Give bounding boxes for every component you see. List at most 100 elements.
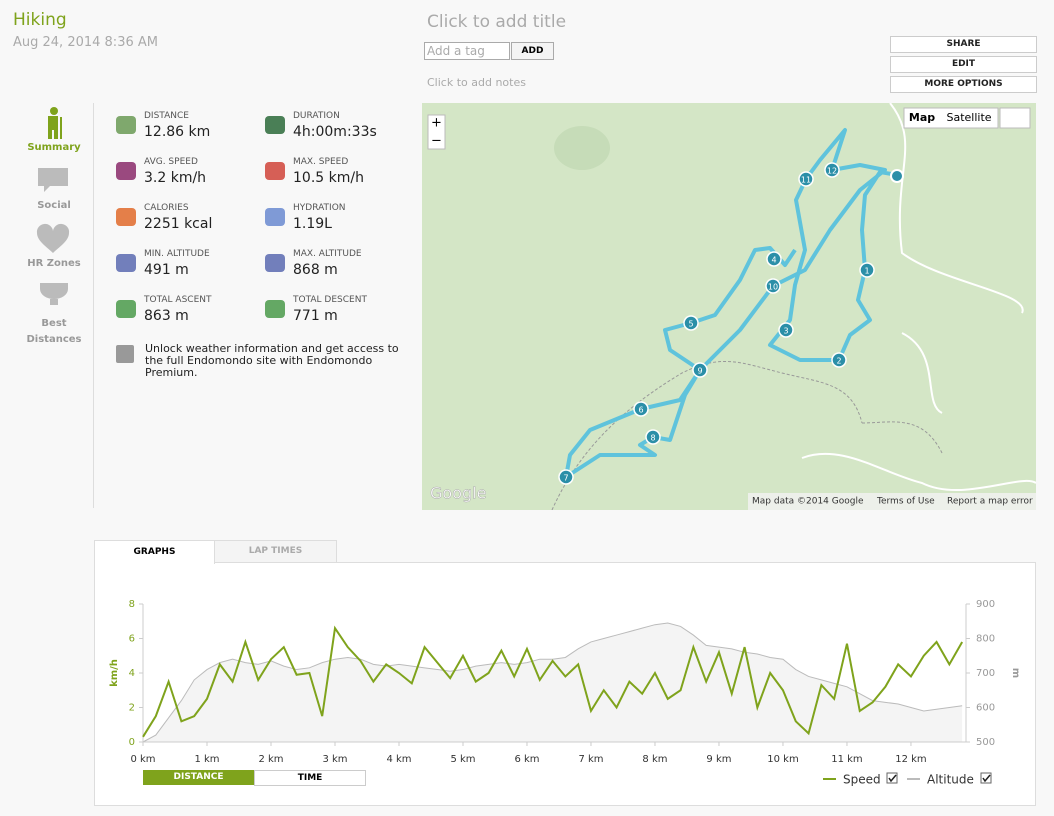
stat-label: MAX. SPEED bbox=[293, 157, 349, 167]
start-marker bbox=[890, 169, 904, 183]
stat-value: 10.5 km/h bbox=[293, 170, 364, 186]
lap-marker bbox=[859, 262, 875, 278]
map-type-control[interactable] bbox=[903, 107, 999, 129]
title-input[interactable]: Click to add title bbox=[427, 12, 567, 32]
stat-icon bbox=[265, 300, 285, 318]
share-button[interactable]: SHARE bbox=[890, 36, 1037, 53]
social-icon bbox=[38, 168, 68, 192]
terrain bbox=[554, 126, 610, 170]
x-tick-label: 1 km bbox=[194, 754, 219, 765]
x-tick-label: 12 km bbox=[895, 754, 926, 765]
google-logo: Google bbox=[430, 484, 486, 503]
x-tick-label: 3 km bbox=[322, 754, 347, 765]
notes-input[interactable]: Click to add notes bbox=[427, 76, 526, 89]
lap-marker bbox=[831, 352, 847, 368]
premium-text[interactable]: Unlock weather information and get acces… bbox=[145, 342, 399, 379]
stat-icon bbox=[265, 162, 285, 180]
stat-value: 491 m bbox=[144, 262, 189, 278]
stat-label: HYDRATION bbox=[293, 203, 346, 213]
legend-checkbox[interactable] bbox=[980, 772, 992, 784]
stat-icon bbox=[116, 300, 136, 318]
stat-icon bbox=[265, 208, 285, 226]
stat-value: 3.2 km/h bbox=[144, 170, 207, 186]
stat-label: DISTANCE bbox=[144, 111, 189, 121]
lap-marker-label: 8 bbox=[650, 434, 655, 443]
y2-tick-label: 700 bbox=[976, 668, 995, 679]
lap-marker-label: 3 bbox=[783, 327, 788, 336]
y-tick-label: 0 bbox=[129, 737, 135, 748]
x-tick-label: 10 km bbox=[767, 754, 798, 765]
y2-tick-label: 900 bbox=[976, 599, 995, 610]
legend-checkbox[interactable] bbox=[886, 772, 898, 784]
lap-marker-label: 1 bbox=[864, 267, 869, 276]
road bbox=[801, 103, 1036, 492]
zoom-in[interactable]: + bbox=[431, 116, 442, 131]
lap-marker-label: 2 bbox=[836, 357, 841, 366]
altitude-line bbox=[142, 622, 963, 743]
distance-toggle[interactable]: DISTANCE bbox=[143, 770, 254, 785]
x-tick-label: 2 km bbox=[258, 754, 283, 765]
satellite-button[interactable]: Satellite bbox=[946, 111, 991, 124]
x-tick-label: 9 km bbox=[706, 754, 731, 765]
lap-times-tab[interactable]: LAP TIMES bbox=[214, 540, 337, 563]
summary-tab[interactable]: Summary bbox=[27, 142, 81, 153]
lap-marker-label: 12 bbox=[827, 167, 837, 176]
lap-marker bbox=[798, 171, 814, 187]
lap-marker-label: 9 bbox=[697, 367, 702, 376]
x-tick-label: 5 km bbox=[450, 754, 475, 765]
best-distances-tab[interactable]: Best Distances bbox=[26, 318, 82, 345]
workout-title: Hiking bbox=[13, 10, 67, 30]
time-toggle[interactable]: TIME bbox=[254, 770, 366, 786]
lap-marker bbox=[692, 362, 708, 378]
graphs-tab[interactable]: GRAPHS bbox=[94, 540, 215, 564]
stat-label: TOTAL DESCENT bbox=[293, 295, 367, 305]
lap-marker bbox=[633, 401, 649, 417]
attribution: Map data ©2014 Google bbox=[752, 497, 864, 507]
lap-marker bbox=[683, 315, 699, 331]
map-bg bbox=[422, 103, 1036, 510]
attribution-bg bbox=[748, 493, 1036, 510]
y-tick-label: 6 bbox=[129, 634, 135, 645]
fullscreen-button[interactable] bbox=[999, 107, 1031, 129]
zoom-out[interactable]: − bbox=[431, 134, 442, 149]
speed-line bbox=[142, 625, 964, 738]
zoom-control[interactable] bbox=[427, 114, 446, 150]
stat-value: 771 m bbox=[293, 308, 338, 324]
report-link[interactable]: Report a map error bbox=[947, 497, 1033, 507]
add-button[interactable]: ADD bbox=[511, 42, 554, 60]
workout-date: Aug 24, 2014 8:36 AM bbox=[13, 35, 158, 50]
more-options-button[interactable]: MORE OPTIONS bbox=[890, 76, 1037, 93]
lap-marker bbox=[558, 469, 574, 485]
y-tick-label: 2 bbox=[129, 703, 135, 714]
x-tick-label: 4 km bbox=[386, 754, 411, 765]
x-tick-label: 0 km bbox=[130, 754, 155, 765]
tag-input[interactable]: Add a tag bbox=[424, 42, 510, 60]
stat-label: DURATION bbox=[293, 111, 340, 121]
stat-label: TOTAL ASCENT bbox=[144, 295, 212, 305]
premium-icon bbox=[116, 345, 134, 363]
legend-label: Speed bbox=[843, 773, 881, 787]
hiker-icon bbox=[48, 107, 62, 139]
chart: 0 2 4 6 8 500 600 700 800 900 0 km 1 km 2 km 3 km 4 km… bbox=[109, 599, 1021, 787]
stat-icon bbox=[116, 116, 136, 134]
lap-marker-label: 5 bbox=[688, 320, 693, 329]
edit-button[interactable]: EDIT bbox=[890, 56, 1037, 73]
terms-link[interactable]: Terms of Use bbox=[876, 497, 935, 507]
map-button[interactable]: Map bbox=[909, 111, 935, 124]
trophy-icon bbox=[40, 283, 68, 305]
stat-icon bbox=[265, 116, 285, 134]
y-tick-label: 4 bbox=[129, 668, 135, 679]
lap-marker bbox=[645, 429, 661, 445]
sidebar-icons bbox=[36, 107, 70, 305]
lap-marker bbox=[778, 322, 794, 338]
stat-label: MAX. ALTITUDE bbox=[293, 249, 362, 259]
y2-tick-label: 800 bbox=[976, 634, 995, 645]
legend-check bbox=[982, 774, 991, 783]
social-tab[interactable]: Social bbox=[37, 200, 71, 211]
stat-value: 4h:00m:33s bbox=[293, 124, 377, 140]
hr-zones-tab[interactable]: HR Zones bbox=[27, 258, 81, 269]
stat-icon bbox=[265, 254, 285, 272]
x-tick-label: 8 km bbox=[642, 754, 667, 765]
y2-axis-label: m bbox=[1010, 668, 1021, 678]
map[interactable]: + − Map Satellite Google Map data ©2014 … bbox=[422, 103, 1036, 510]
